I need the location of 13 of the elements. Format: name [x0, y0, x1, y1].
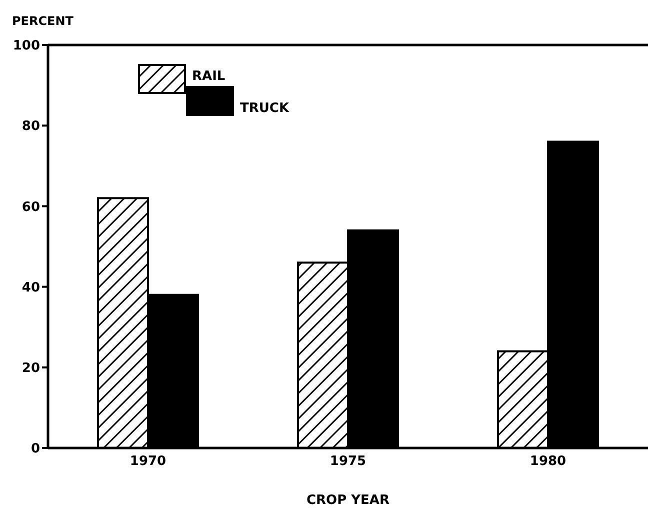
y-tick-label: 20	[22, 361, 40, 376]
y-tick-label: 80	[22, 119, 40, 134]
legend-label: RAIL	[192, 68, 226, 84]
legend-label: TRUCK	[240, 100, 290, 116]
x-tick-label: 1975	[330, 454, 366, 470]
y-axis-title: PERCENT	[12, 14, 74, 28]
x-tick-label: 1980	[530, 454, 566, 470]
x-axis-title: CROP YEAR	[306, 493, 390, 508]
y-tick-label: 100	[12, 38, 40, 54]
x-tick-label: 1970	[130, 454, 166, 470]
y-tick-label: 40	[22, 280, 40, 296]
y-tick-label: 0	[30, 442, 40, 457]
y-tick-label: 60	[22, 200, 40, 215]
